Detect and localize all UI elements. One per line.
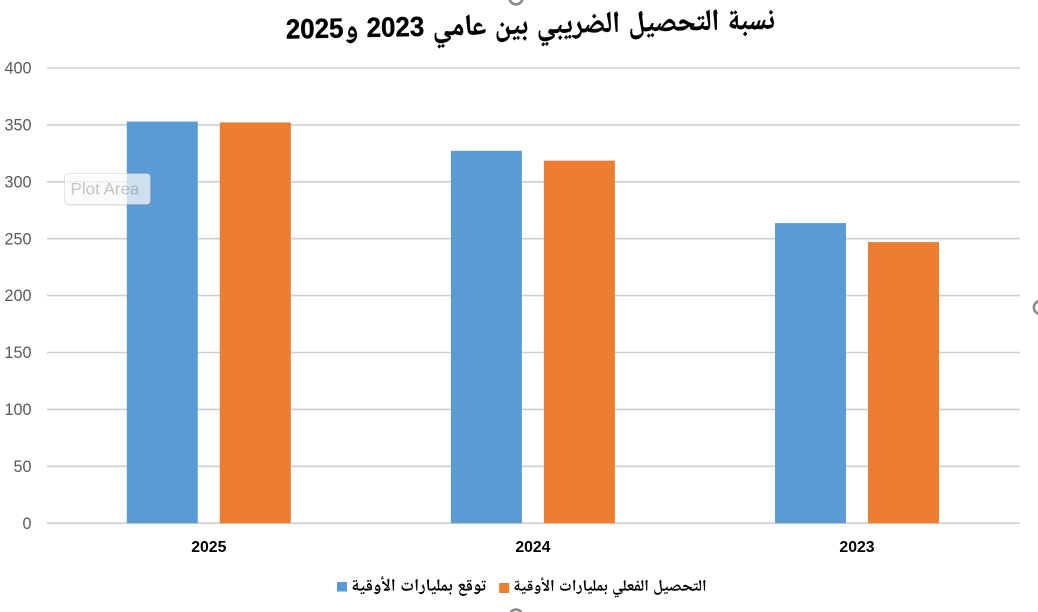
svg-text:2023: 2023: [839, 539, 874, 556]
svg-text:100: 100: [4, 401, 31, 419]
svg-text:350: 350: [4, 117, 31, 135]
svg-text:200: 200: [4, 287, 31, 305]
svg-text:150: 150: [4, 344, 31, 362]
svg-text:2024: 2024: [515, 539, 550, 556]
svg-text:50: 50: [13, 458, 31, 476]
svg-text:400: 400: [4, 60, 31, 78]
svg-text:2025: 2025: [191, 539, 226, 556]
svg-text:250: 250: [4, 230, 31, 248]
svg-text:Plot Area: Plot Area: [71, 180, 141, 199]
svg-text:0: 0: [22, 515, 31, 533]
svg-text:300: 300: [4, 173, 31, 191]
